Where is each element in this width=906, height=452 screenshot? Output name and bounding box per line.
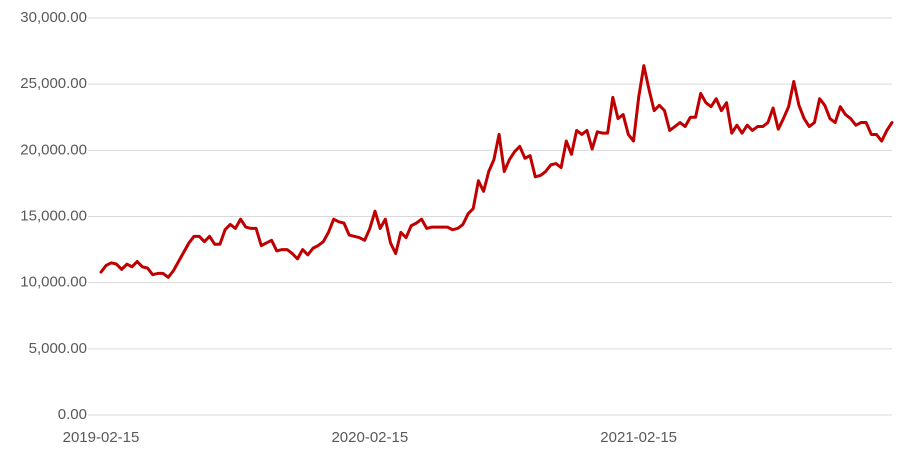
y-tick-label: 10,000.00 [20,274,87,291]
y-tick-label: 0.00 [58,406,87,423]
x-tick-label: 2021-02-15 [600,429,677,446]
y-tick-label: 25,000.00 [20,75,87,92]
line-series [99,64,894,279]
y-tick-label: 5,000.00 [29,340,87,357]
y-tick-label: 20,000.00 [20,141,87,158]
x-tick-label: 2019-02-15 [63,429,140,446]
y-tick-label: 15,000.00 [20,207,87,224]
x-tick-label: 2020-02-15 [331,429,408,446]
y-tick-label: 30,000.00 [20,9,87,26]
